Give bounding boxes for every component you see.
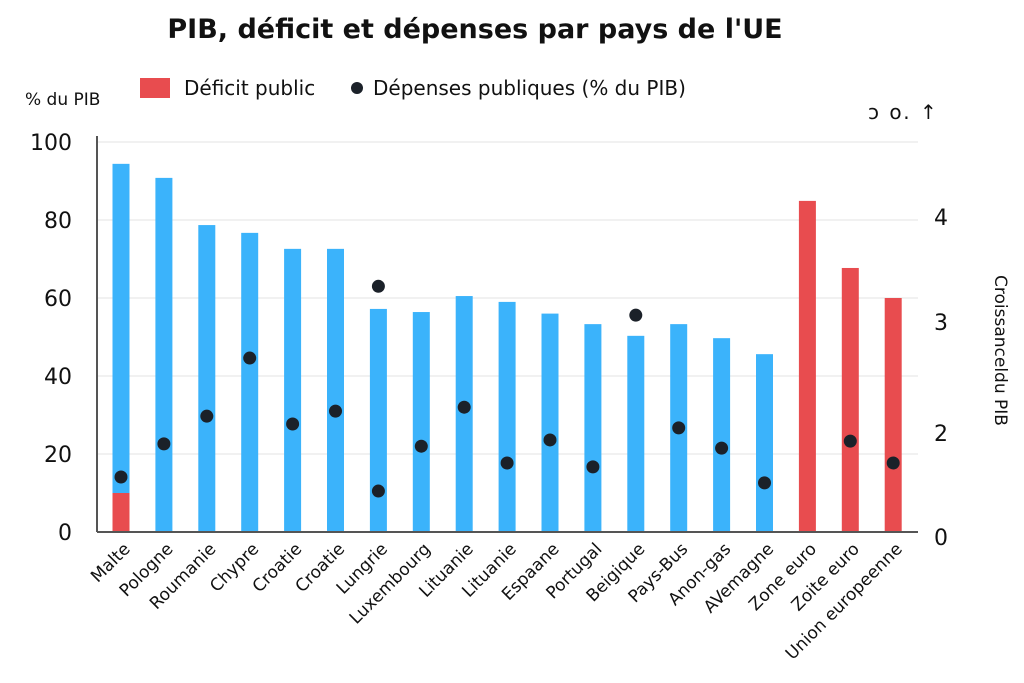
bar-croatie <box>284 248 302 533</box>
dot-depenses <box>672 421 686 435</box>
legend-label-depenses: Dépenses publiques (% du PIB) <box>373 76 686 100</box>
dot-depenses <box>371 484 385 498</box>
dot-depenses <box>886 456 900 470</box>
y2-axis-label: Croissanceldu PIB <box>990 275 1010 426</box>
dot-depenses <box>286 417 300 431</box>
bar-beigique <box>627 335 645 532</box>
y-tick-label: 100 <box>30 131 72 156</box>
dot-depenses <box>114 470 128 484</box>
y-tick-label: 40 <box>44 365 72 390</box>
bar-luxembourg <box>412 312 430 532</box>
deficit-bar-malte <box>112 493 130 532</box>
y-tick-label: 20 <box>44 443 72 468</box>
dot-depenses <box>843 434 857 448</box>
y2-tick-label: 4 <box>934 206 948 231</box>
chart-title: PIB, déficit et dépenses par pays de l'U… <box>167 14 783 45</box>
top-right-glyphs: ↄ o. ↑ <box>868 100 939 124</box>
dot-depenses <box>586 460 600 474</box>
y2-tick-label: 2 <box>934 422 948 447</box>
bar-chypre <box>241 232 259 532</box>
dot-depenses <box>715 441 729 455</box>
y2-tick-label: 0 <box>934 526 948 551</box>
bar-lituanie <box>498 301 516 532</box>
bar-croatie <box>327 248 344 533</box>
legend-dot-depenses <box>351 82 363 94</box>
y-axis-label: % du PIB <box>25 90 101 110</box>
dot-depenses <box>329 404 342 418</box>
bar-roumanie <box>198 225 216 532</box>
y2-tick-label: 3 <box>934 311 948 336</box>
dot-depenses <box>543 433 557 447</box>
deficit-bar-union-europeenne <box>884 298 902 532</box>
bar-avemagne <box>756 354 773 532</box>
deficit-bar-zoite-euro <box>841 267 859 532</box>
dot-depenses <box>758 476 771 490</box>
dot-depenses <box>457 400 471 414</box>
y-tick-label: 80 <box>44 209 72 234</box>
deficit-bar-zone-euro <box>798 200 816 532</box>
bar-lituanie <box>455 296 473 532</box>
y-tick-label: 0 <box>58 521 72 546</box>
bar-portugal <box>584 324 602 532</box>
dot-depenses <box>371 279 385 293</box>
legend-item-depenses: Dépenses publiques (% du PIB) <box>351 76 686 100</box>
bar-malte <box>112 163 130 532</box>
bar-anon-gas <box>713 338 731 532</box>
legend-swatch-deficit <box>140 78 170 98</box>
dot-depenses <box>629 308 643 322</box>
dot-depenses <box>414 439 428 453</box>
y-tick-label: 60 <box>44 287 72 312</box>
dot-depenses <box>157 437 171 451</box>
bar-lungrie <box>369 308 387 532</box>
dot-depenses <box>200 409 214 423</box>
dot-depenses <box>243 351 257 365</box>
legend-item-deficit: Déficit public <box>140 76 315 100</box>
bar-pologne <box>155 177 173 532</box>
bar-espaane <box>541 313 559 532</box>
dot-depenses <box>500 456 514 470</box>
legend-label-deficit: Déficit public <box>184 76 316 100</box>
